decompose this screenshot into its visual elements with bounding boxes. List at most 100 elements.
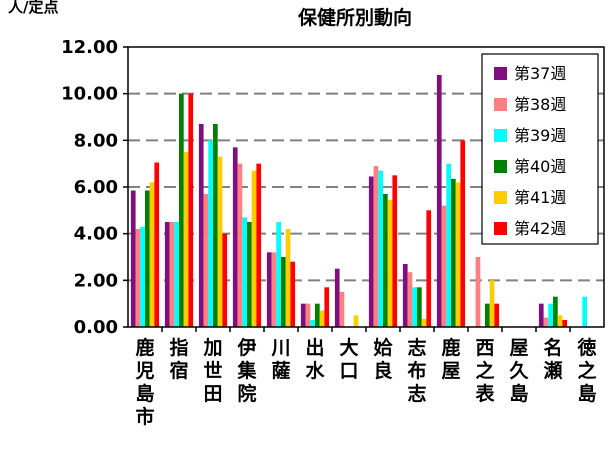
legend-swatch <box>494 160 507 173</box>
x-category-label: 鹿児島市 <box>134 336 154 428</box>
bar <box>475 257 481 327</box>
legend-box <box>481 53 599 245</box>
bar <box>548 303 553 327</box>
y-axis-ticks: 0.00 2.00 4.00 6.00 8.00 10.00 12.00 <box>61 37 128 338</box>
y-unit-label: 人/定点 <box>8 0 58 16</box>
y-tick-label: 12.00 <box>61 37 118 58</box>
bar <box>562 320 568 327</box>
bar <box>135 229 141 327</box>
bar <box>305 303 311 327</box>
bar <box>368 176 374 327</box>
bar <box>451 178 456 327</box>
x-category-label: 名瀬 <box>543 336 562 382</box>
legend-label: 第37週 <box>514 64 566 83</box>
x-category-label: 指宿 <box>169 337 188 382</box>
bar <box>378 170 383 327</box>
bar <box>145 190 150 327</box>
bar <box>266 252 272 327</box>
bar <box>417 287 422 327</box>
bar <box>247 222 252 327</box>
x-category-label: 屋久島 <box>509 337 529 405</box>
legend-swatch <box>494 98 507 111</box>
bar <box>232 147 238 327</box>
bar <box>319 310 325 327</box>
bar <box>436 75 442 327</box>
bar <box>421 318 427 327</box>
bar <box>281 257 286 327</box>
bar <box>485 303 490 327</box>
bar <box>203 194 209 327</box>
legend-label: 第40週 <box>514 157 566 176</box>
y-tick-label: 6.00 <box>74 177 118 198</box>
bar <box>188 93 194 328</box>
bar <box>276 222 281 327</box>
bar <box>179 93 184 328</box>
bar <box>251 170 257 327</box>
legend-swatch <box>494 222 507 235</box>
bar <box>315 303 320 327</box>
bar <box>543 317 549 327</box>
bar <box>538 303 544 327</box>
bar <box>582 296 587 327</box>
legend-label: 第38週 <box>514 95 566 114</box>
legend-label: 第42週 <box>514 219 566 238</box>
bar <box>339 292 345 327</box>
bar <box>154 162 160 327</box>
bar <box>256 163 262 327</box>
bar <box>489 280 495 327</box>
bar <box>271 252 277 327</box>
bars <box>130 75 587 332</box>
bar <box>392 175 398 327</box>
x-category-label: 徳之島 <box>576 336 596 405</box>
bar <box>426 210 432 327</box>
x-category-label: 川薩 <box>270 337 290 382</box>
x-category-label: 加世田 <box>202 337 222 405</box>
bar <box>441 205 447 327</box>
bar <box>290 261 296 327</box>
bar <box>553 296 558 327</box>
legend-label: 第41週 <box>514 188 566 207</box>
x-category-label: 大口 <box>339 336 358 382</box>
x-category-label: 出水 <box>305 336 325 382</box>
y-tick-label: 10.00 <box>61 84 118 105</box>
y-tick-label: 8.00 <box>74 130 118 151</box>
bar <box>412 287 417 327</box>
bar <box>242 217 247 327</box>
bar <box>494 303 500 327</box>
bar <box>213 124 218 327</box>
bar <box>334 268 340 327</box>
y-tick-label: 0.00 <box>74 317 118 338</box>
bar <box>455 182 461 327</box>
bar <box>169 222 175 327</box>
bar <box>149 182 155 327</box>
chart-title: 保健所別動向 <box>297 6 412 29</box>
bar <box>407 272 413 327</box>
x-category-label: 鹿屋 <box>441 336 460 382</box>
legend-label: 第39週 <box>514 126 566 145</box>
bar <box>324 287 330 327</box>
bar <box>130 190 136 327</box>
bar <box>300 303 306 327</box>
bar <box>217 156 223 327</box>
bar <box>557 315 563 327</box>
x-category-label: 西之表 <box>475 337 495 405</box>
legend-swatch <box>494 129 507 142</box>
bar <box>198 124 204 327</box>
bar <box>383 194 388 327</box>
bar <box>310 320 315 327</box>
bar <box>353 315 359 327</box>
bar <box>387 199 393 327</box>
bar <box>208 140 213 327</box>
bar <box>446 163 451 327</box>
y-tick-label: 2.00 <box>74 270 118 291</box>
bar <box>140 226 145 327</box>
bar <box>222 233 228 327</box>
bar <box>237 163 243 327</box>
x-category-label: 姶良 <box>373 336 393 382</box>
bar <box>183 152 189 327</box>
legend-swatch <box>494 67 507 80</box>
bar <box>174 222 179 327</box>
